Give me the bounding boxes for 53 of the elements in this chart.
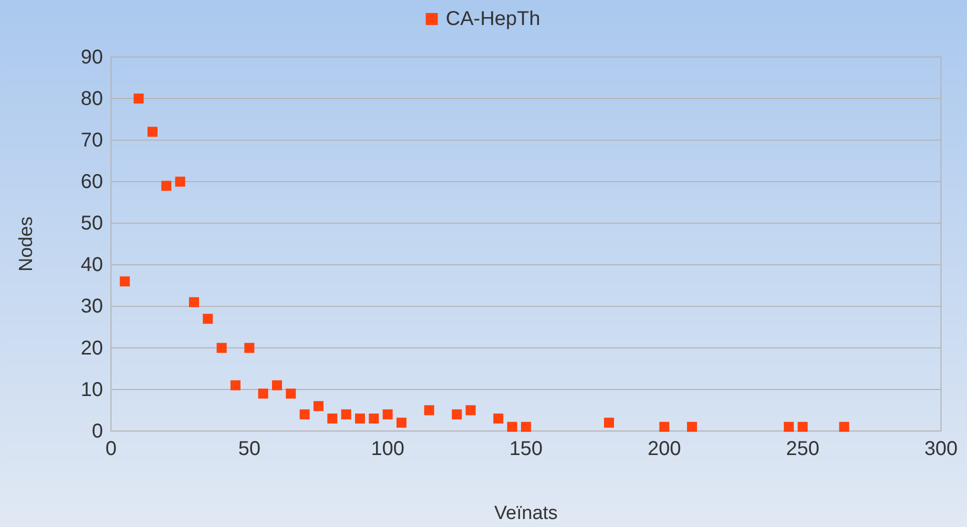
x-tick-label: 150 — [509, 438, 543, 460]
x-tick-label: 250 — [786, 438, 820, 460]
point — [134, 94, 144, 104]
y-tick-label: 90 — [80, 46, 103, 68]
point — [272, 380, 282, 390]
x-tick-label: 0 — [105, 438, 117, 460]
point — [382, 409, 393, 420]
x-axis-title: Veïnats — [494, 503, 558, 524]
y-tick-label: 60 — [80, 171, 103, 194]
point — [244, 342, 254, 353]
point — [507, 422, 518, 432]
point — [659, 422, 670, 432]
point — [784, 422, 794, 432]
point — [355, 414, 365, 424]
point — [493, 414, 504, 424]
point — [327, 414, 338, 424]
point — [687, 422, 697, 432]
point — [286, 388, 296, 399]
point — [189, 297, 199, 308]
point — [258, 388, 268, 399]
y-tick-label: 20 — [80, 337, 103, 360]
x-tick-label: 200 — [648, 438, 682, 460]
point — [148, 126, 158, 137]
point — [368, 414, 379, 424]
legend-label: CA-HepTh — [446, 8, 540, 30]
y-tick-label: 30 — [80, 296, 103, 318]
point — [300, 409, 310, 420]
point — [424, 405, 434, 416]
point — [452, 409, 462, 420]
point — [466, 405, 476, 416]
y-tick-label: 40 — [80, 254, 103, 276]
point — [161, 180, 172, 191]
point — [798, 422, 808, 432]
point — [230, 380, 240, 390]
x-tick-label: 100 — [370, 438, 404, 460]
x-tick-label: 300 — [924, 438, 958, 460]
y-axis-title: Nodes — [16, 216, 37, 272]
point — [341, 409, 352, 420]
point — [604, 418, 614, 428]
y-tick-label: 80 — [80, 88, 103, 110]
point — [120, 276, 130, 286]
y-tick-label: 10 — [80, 378, 103, 401]
x-tick-label: 50 — [238, 438, 260, 460]
y-tick-label: 70 — [80, 130, 103, 152]
point — [202, 314, 213, 324]
point — [314, 401, 324, 412]
point — [175, 176, 186, 187]
point — [521, 422, 531, 432]
point — [839, 422, 850, 432]
point — [216, 342, 227, 353]
y-tick-label: 50 — [80, 212, 103, 235]
y-tick-label: 0 — [92, 420, 103, 442]
point — [396, 418, 406, 428]
